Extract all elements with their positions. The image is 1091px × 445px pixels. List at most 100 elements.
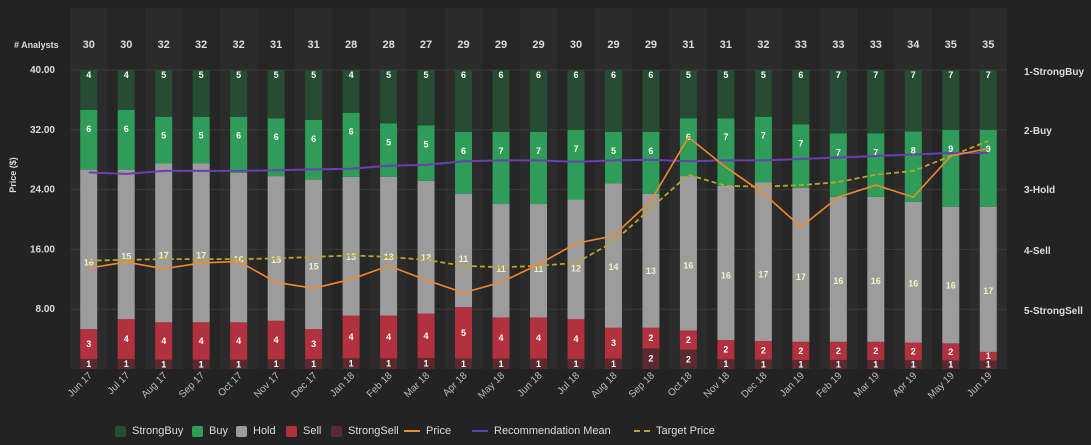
x-tick-label: Feb 18 (365, 370, 395, 400)
bar-value-label: 4 (161, 336, 166, 346)
bar-value-label: 8 (911, 146, 916, 156)
bar-value-label: 6 (536, 70, 541, 80)
bar-value-label: 6 (461, 70, 466, 80)
bar-segment-strongbuy (792, 70, 810, 125)
analyst-count: 34 (907, 39, 920, 51)
price-line (88, 136, 989, 294)
x-tick-label: Jul 17 (106, 370, 133, 397)
bar-segment-sell (642, 327, 660, 349)
bar-segment-strongsell (867, 359, 885, 369)
bar-value-label: 12 (421, 252, 431, 262)
bar-value-label: 7 (948, 70, 953, 80)
bar-segment-hold (155, 163, 173, 323)
bar-value-label: 9 (948, 144, 953, 154)
bar-segment-hold (530, 204, 547, 318)
bar-value-label: 2 (648, 354, 653, 364)
legend-item-target-price[interactable]: Target Price (634, 425, 715, 437)
bar-segment-buy (155, 116, 173, 164)
x-tick-label: Jun 19 (965, 370, 994, 399)
bar-segment-strongbuy (267, 70, 285, 119)
bar-segment-strongsell (230, 359, 248, 369)
bar-segment-strongbuy (979, 70, 997, 130)
legend-item-strongbuy[interactable]: StrongBuy (115, 425, 183, 437)
legend-item-strongsell[interactable]: StrongSell (331, 425, 399, 437)
bar-value-label: 4 (573, 334, 578, 344)
bar-value-label: 7 (873, 147, 878, 157)
legend-item-price[interactable]: Price (404, 425, 451, 437)
bar-segment-strongbuy (679, 70, 697, 119)
analyst-count: 35 (982, 39, 994, 51)
analyst-count: 31 (720, 39, 732, 51)
analyst-count: 31 (307, 39, 319, 51)
bar-segment-hold (717, 185, 735, 341)
bar-value-label: 1 (761, 359, 766, 369)
x-tick-label: Apr 19 (891, 370, 920, 399)
x-tick-label: Sep 18 (627, 370, 657, 400)
bar-segment-sell (117, 319, 135, 360)
bar-segment-hold (829, 196, 847, 342)
bar-value-label: 6 (86, 124, 91, 134)
bar-value-label: 6 (349, 127, 354, 137)
bar-value-label: 15 (121, 251, 131, 261)
bar-value-label: 7 (798, 138, 803, 148)
right-axis-label: 2-Buy (1024, 126, 1052, 137)
legend-label: Recommendation Mean (494, 425, 611, 437)
bar-value-label: 4 (124, 70, 129, 80)
bar-segment-buy (567, 129, 585, 200)
bar-value-label: 1 (986, 351, 991, 361)
x-tick-label: Oct 17 (216, 370, 245, 399)
legend-swatch (472, 430, 488, 432)
bar-value-label: 16 (683, 261, 693, 271)
bar-value-label: 1 (124, 359, 129, 369)
bar-value-label: 7 (873, 70, 878, 80)
bar-value-label: 1 (536, 359, 541, 369)
legend-item-recommendation-mean[interactable]: Recommendation Mean (472, 425, 611, 437)
y-tick-label: 40.00 (30, 65, 55, 76)
x-tick-label: Aug 17 (140, 370, 170, 400)
bar-segment-buy (530, 131, 547, 205)
bar-segment-hold (567, 199, 585, 320)
bar-segment-strongsell (417, 357, 435, 369)
bar-segment-sell (717, 340, 735, 360)
bar-value-label: 5 (386, 70, 391, 80)
bar-segment-strongsell (342, 358, 360, 369)
bar-segment-strongbuy (829, 70, 847, 134)
legend-swatch (236, 425, 247, 437)
bar-value-label: 15 (309, 261, 319, 271)
legend-swatch (331, 425, 342, 437)
legend-item-sell[interactable]: Sell (286, 425, 321, 437)
bar-segment-strongbuy (867, 70, 885, 134)
bar-value-label: 11 (459, 254, 469, 264)
bar-value-label: 7 (761, 131, 766, 141)
legend-item-buy[interactable]: Buy (192, 425, 228, 437)
analyst-count: 29 (607, 39, 619, 51)
bar-value-label: 7 (499, 146, 504, 156)
bar-value-label: 6 (798, 70, 803, 80)
bar-segment-buy (417, 125, 435, 181)
x-tick-label: Dec 18 (739, 370, 769, 400)
bar-value-label: 4 (424, 331, 429, 341)
legend-label: Price (426, 425, 452, 437)
bar-segment-hold (867, 196, 885, 342)
bar-segment-hold (604, 183, 622, 328)
legend-swatch (634, 430, 650, 432)
bar-segment-strongbuy (717, 70, 735, 119)
legend-item-hold[interactable]: Hold (236, 425, 276, 437)
bar-segment-sell (342, 315, 360, 359)
bar-value-label: 1 (236, 359, 241, 369)
bar-segment-sell (792, 341, 810, 360)
legend-label: Sell (303, 425, 322, 437)
bar-segment-strongbuy (942, 70, 960, 130)
bar-segment-hold (305, 179, 323, 330)
bar-segment-strongsell (567, 359, 585, 369)
right-axis-label: 4-Sell (1024, 246, 1051, 257)
bar-segment-strongsell (642, 348, 660, 369)
bar-segment-buy (230, 116, 248, 173)
bar-segment-strongsell (305, 359, 323, 369)
bar-value-label: 5 (461, 328, 466, 338)
bar-segment-hold (679, 176, 697, 331)
bar-segment-hold (492, 204, 510, 318)
analyst-count: 30 (570, 39, 582, 51)
legend-label: Hold (253, 425, 276, 437)
